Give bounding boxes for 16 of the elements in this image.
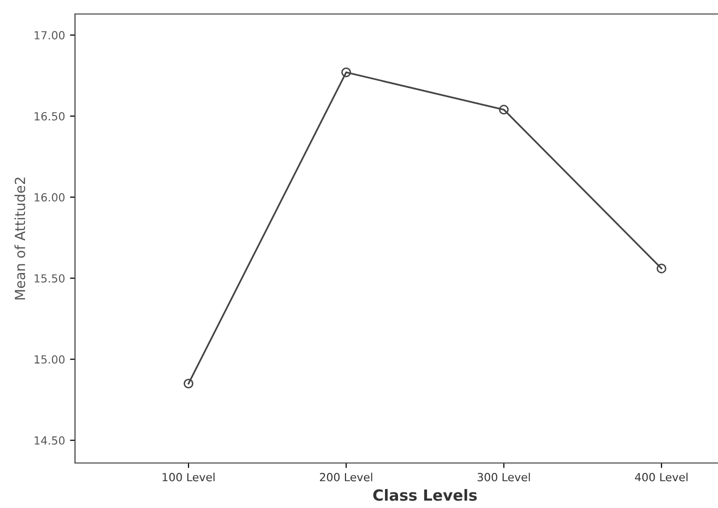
point	[341, 67, 352, 78]
y-tick-label: 14.50	[34, 436, 65, 445]
y-axis-title: Mean of Attitude2	[14, 178, 26, 300]
y-tick-label: 17.00	[34, 31, 65, 40]
x-tick-label: 200 Level	[320, 472, 372, 482]
x-tick-label: 400 Level	[634, 472, 688, 482]
x-tick-label: 100 Level	[162, 472, 215, 482]
y-tick-label: 16.50	[34, 112, 65, 120]
point	[184, 378, 194, 388]
y-tick-label: 15.00	[34, 355, 65, 364]
point	[656, 264, 666, 274]
y-tick-label: 16.00	[34, 193, 65, 202]
x-axis-title: Class Levels	[373, 489, 477, 501]
point	[498, 104, 509, 114]
x-tick-label: 300 Level	[478, 472, 530, 482]
y-tick-label: 15.50	[34, 274, 65, 283]
